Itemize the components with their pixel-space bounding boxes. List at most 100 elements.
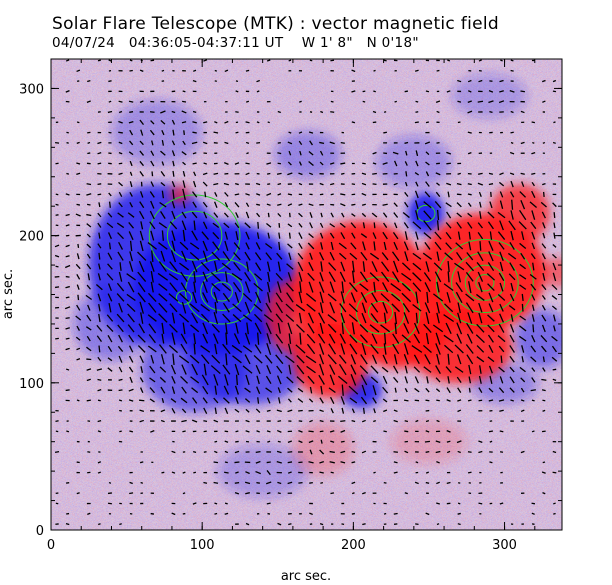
vector-1249 [182,200,186,209]
vector-1084 [455,242,464,250]
vector-1233 [510,210,514,220]
vector-862 [137,282,146,293]
vector-657 [509,334,515,343]
vector-854 [54,286,60,289]
vector-562 [509,355,515,363]
vector-1700 [224,69,229,73]
vector-421 [457,387,462,393]
vector-111 [436,481,440,485]
vector-786 [348,303,358,313]
vector-981 [381,261,390,272]
vector-896 [499,282,504,292]
vector-1688 [542,79,546,83]
vector-441 [201,374,209,386]
vector-1330 [531,190,536,198]
vector-318 [234,408,240,413]
vector-1318 [404,191,409,197]
vector-1171 [362,222,366,229]
vector-75 [234,491,240,495]
vector-724 [200,313,210,323]
vector-1215 [320,212,323,218]
vector-734 [308,312,314,324]
vector-1466 [150,150,155,156]
vector-903 [65,275,70,278]
vector-403 [265,387,273,393]
vector-771 [189,303,200,313]
vector-727 [232,314,242,323]
vector-1722 [309,59,313,62]
vector-1574 [214,121,218,124]
vector-1519 [309,140,313,146]
vector-802 [521,303,524,312]
vector-1119 [319,232,324,239]
vector-496 [296,364,305,375]
vector-1179 [445,222,452,229]
vector-54 [224,502,228,505]
vector-1303 [245,193,250,196]
vector-1720 [266,59,271,62]
vector-638 [306,333,316,344]
vector-1148 [116,222,125,229]
vector-962 [179,262,190,271]
vector-1372 [498,181,505,187]
vector-1200 [160,211,166,219]
vector-12 [362,523,366,526]
vector-154 [234,461,240,464]
vector-1041 [507,252,517,260]
vector-1334 [97,183,102,186]
vector-347 [139,399,145,402]
vector-1444 [298,161,302,166]
vector-559 [476,356,485,363]
vector-674 [182,322,186,335]
vector-930 [351,270,355,284]
vector-232 [456,440,462,444]
vector-459 [393,376,399,383]
vector-447 [265,375,272,384]
vector-1133 [468,231,471,240]
vector-782 [306,303,316,312]
vector-1479 [319,150,324,156]
vector-359 [266,397,271,404]
vector-129 [245,471,250,475]
vector-1398 [287,172,293,176]
vector-1397 [276,172,282,175]
vector-992 [499,261,504,272]
vector-1595 [160,110,166,114]
vector-1605 [320,110,324,114]
vector-266 [499,430,504,433]
vector-1276 [467,202,472,207]
vector-772 [200,303,210,312]
vector-1607 [372,110,377,114]
vector-1013 [211,251,221,261]
vector-262 [425,430,430,433]
vector-968 [246,261,250,272]
vector-53 [214,502,218,505]
vector-576 [158,344,167,354]
vector-491 [242,365,253,374]
vector-101 [265,481,272,485]
vector-1272 [423,201,432,209]
vector-1016 [244,251,251,261]
vector-1265 [351,203,356,206]
vector-475 [65,368,70,371]
vector-1104 [161,230,164,241]
vector-653 [466,333,473,344]
vector-1047 [65,244,70,248]
vector-1029 [381,252,389,261]
vector-761 [87,304,91,311]
vector-409 [328,387,336,394]
vector-250 [256,430,260,433]
vector-520 [552,368,557,371]
vector-777 [253,303,263,312]
vector-121 [161,471,165,474]
vector-1517 [287,141,293,145]
vector-1570 [171,119,176,125]
vector-152 [213,461,219,464]
vector-1240 [86,203,91,206]
vector-476 [86,368,92,371]
vector-366 [340,396,345,405]
vector-762 [98,304,101,312]
vector-774 [222,302,230,313]
chart-title: Solar Flare Telescope (MTK) : vector mag… [52,14,499,34]
vector-105 [309,481,313,484]
